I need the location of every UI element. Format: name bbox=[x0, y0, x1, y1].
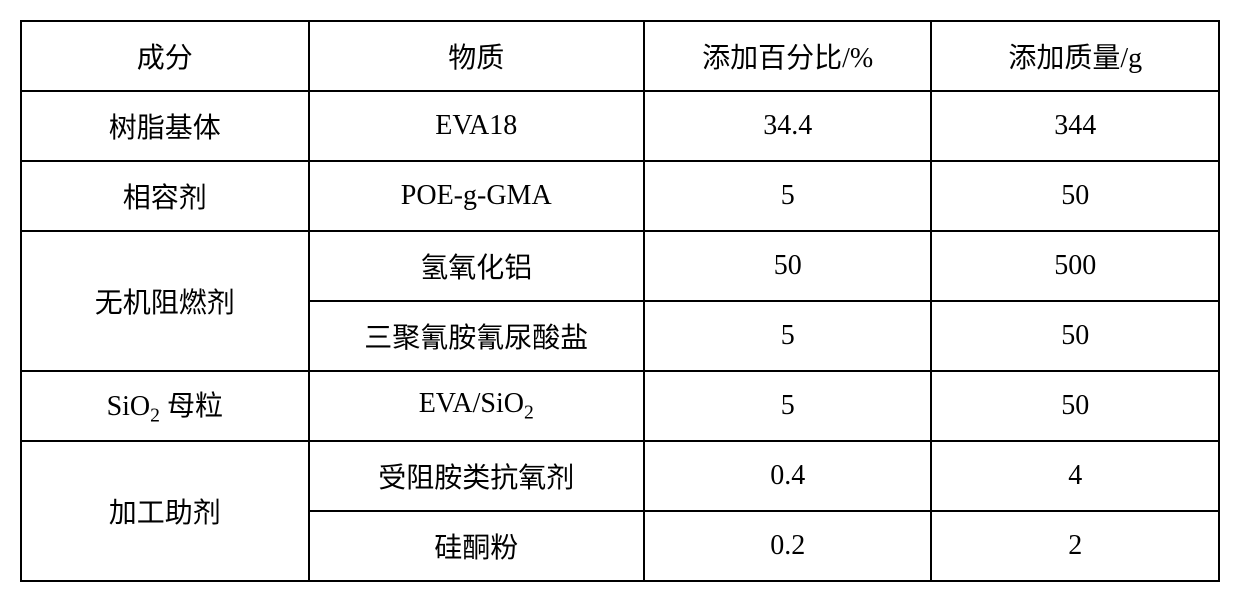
cell-mass: 500 bbox=[931, 231, 1219, 301]
table-row: SiO2 母粒 EVA/SiO2 5 50 bbox=[21, 371, 1219, 441]
sio2-sub: 2 bbox=[150, 406, 160, 427]
cell-material-evasio2: EVA/SiO2 bbox=[309, 371, 644, 441]
header-component: 成分 bbox=[21, 21, 309, 91]
cell-material: 受阻胺类抗氧剂 bbox=[309, 441, 644, 511]
cell-percent: 5 bbox=[644, 161, 932, 231]
cell-percent: 5 bbox=[644, 301, 932, 371]
evasio2-prefix: EVA/SiO bbox=[419, 388, 524, 419]
cell-mass: 2 bbox=[931, 511, 1219, 581]
header-percent: 添加百分比/% bbox=[644, 21, 932, 91]
cell-component: 无机阻燃剂 bbox=[21, 231, 309, 371]
cell-mass: 50 bbox=[931, 301, 1219, 371]
composition-table: 成分 物质 添加百分比/% 添加质量/g 树脂基体 EVA18 34.4 344… bbox=[20, 20, 1220, 582]
table-row: 加工助剂 受阻胺类抗氧剂 0.4 4 bbox=[21, 441, 1219, 511]
evasio2-sub: 2 bbox=[524, 402, 534, 423]
cell-percent: 0.4 bbox=[644, 441, 932, 511]
cell-material: POE-g-GMA bbox=[309, 161, 644, 231]
header-material: 物质 bbox=[309, 21, 644, 91]
cell-mass: 344 bbox=[931, 91, 1219, 161]
table-row: 树脂基体 EVA18 34.4 344 bbox=[21, 91, 1219, 161]
cell-component: 加工助剂 bbox=[21, 441, 309, 581]
cell-material: 氢氧化铝 bbox=[309, 231, 644, 301]
cell-percent: 5 bbox=[644, 371, 932, 441]
cell-percent: 50 bbox=[644, 231, 932, 301]
table-row: 无机阻燃剂 氢氧化铝 50 500 bbox=[21, 231, 1219, 301]
cell-component-sio2: SiO2 母粒 bbox=[21, 371, 309, 441]
header-mass: 添加质量/g bbox=[931, 21, 1219, 91]
cell-material: 硅酮粉 bbox=[309, 511, 644, 581]
cell-mass: 4 bbox=[931, 441, 1219, 511]
cell-material: 三聚氰胺氰尿酸盐 bbox=[309, 301, 644, 371]
cell-percent: 0.2 bbox=[644, 511, 932, 581]
cell-mass: 50 bbox=[931, 371, 1219, 441]
cell-material: EVA18 bbox=[309, 91, 644, 161]
cell-component: 相容剂 bbox=[21, 161, 309, 231]
cell-component: 树脂基体 bbox=[21, 91, 309, 161]
cell-percent: 34.4 bbox=[644, 91, 932, 161]
table-header-row: 成分 物质 添加百分比/% 添加质量/g bbox=[21, 21, 1219, 91]
cell-mass: 50 bbox=[931, 161, 1219, 231]
table-row: 相容剂 POE-g-GMA 5 50 bbox=[21, 161, 1219, 231]
sio2-prefix: SiO bbox=[107, 391, 151, 422]
sio2-suffix: 母粒 bbox=[160, 391, 223, 422]
